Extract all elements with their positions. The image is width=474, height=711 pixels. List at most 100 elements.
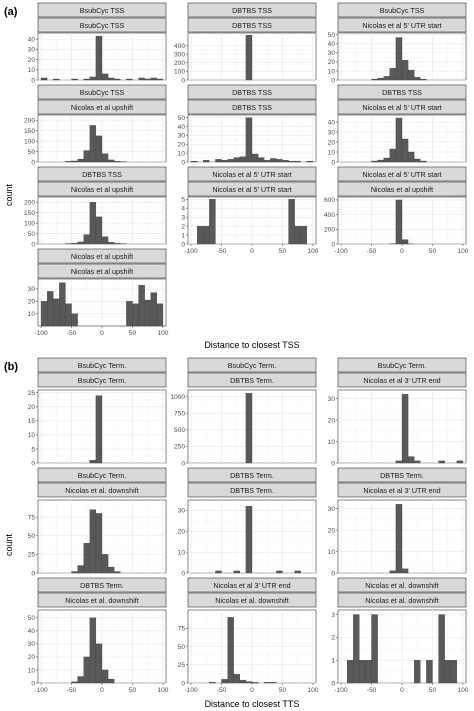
histogram-bar bbox=[150, 292, 158, 327]
histogram-bar bbox=[346, 660, 354, 684]
y-tick-label: 50 bbox=[28, 533, 36, 540]
histogram-bar bbox=[245, 35, 253, 81]
facet-strip bbox=[187, 372, 317, 388]
histogram-bar bbox=[95, 513, 103, 574]
y-tick-label: 30 bbox=[328, 50, 336, 57]
facet-strip bbox=[37, 2, 167, 18]
histogram-bar bbox=[138, 285, 145, 327]
y-tick-label: 3 bbox=[331, 612, 335, 619]
y-tick-label: 10 bbox=[178, 549, 186, 556]
y-tick-label: 4 bbox=[181, 205, 185, 212]
facet-strip-label: DBTBS Term. bbox=[230, 376, 274, 385]
histogram-bar bbox=[239, 679, 247, 684]
histogram-bar bbox=[101, 669, 109, 684]
facet-strip bbox=[37, 248, 167, 264]
y-tick-label: 5 bbox=[181, 197, 185, 204]
y-axis-title-a: count bbox=[4, 183, 14, 206]
histogram-bar bbox=[233, 674, 240, 684]
y-tick-label: 50 bbox=[28, 231, 36, 238]
section-a-label: (a) bbox=[4, 6, 18, 18]
facet-strip bbox=[37, 181, 167, 197]
section-b-label: (b) bbox=[4, 361, 18, 373]
facet-strip-label: BsubCyc Term. bbox=[228, 361, 277, 370]
x-tick-label: 0 bbox=[100, 687, 104, 694]
x-tick-label: 0 bbox=[250, 248, 254, 255]
y-tick-label: 10 bbox=[28, 432, 36, 439]
x-tick-label: 0 bbox=[100, 330, 104, 337]
facet-strip-label: Nicolas et al. downshift bbox=[215, 596, 289, 605]
histogram-bar bbox=[53, 78, 60, 81]
y-tick-label: 0 bbox=[181, 241, 185, 248]
y-tick-label: 400 bbox=[174, 43, 185, 50]
y-tick-label: 10 bbox=[28, 67, 36, 74]
y-tick-label: 1 bbox=[181, 232, 185, 239]
histogram-bar bbox=[401, 59, 409, 81]
histogram-bar bbox=[83, 78, 90, 81]
histogram-bar bbox=[101, 153, 109, 163]
x-tick-label: 50 bbox=[129, 687, 137, 694]
histogram-bar bbox=[107, 566, 115, 574]
facet-panel: DBTBS Term. Nicolas et al. downshift 0 10 20… bbox=[28, 577, 169, 694]
facet-strip bbox=[37, 467, 167, 483]
y-tick-label: 30 bbox=[178, 133, 186, 140]
y-tick-label: 30 bbox=[328, 506, 336, 513]
y-tick-label: 40 bbox=[328, 119, 336, 126]
facet-strip bbox=[337, 577, 467, 593]
facet-strip-label: Nicolas et al upshift bbox=[71, 267, 133, 276]
x-tick-label: -50 bbox=[217, 248, 227, 255]
y-tick-label: 0 bbox=[31, 460, 35, 467]
histogram-bar bbox=[83, 543, 90, 574]
y-tick-label: 50 bbox=[28, 615, 36, 622]
histogram-bar bbox=[251, 153, 259, 163]
facet-strip bbox=[337, 99, 467, 115]
y-axis-title-b: count bbox=[4, 533, 14, 556]
y-tick-label: 40 bbox=[178, 124, 186, 131]
histogram-bar bbox=[89, 617, 97, 684]
y-tick-label: 0 bbox=[181, 460, 185, 467]
x-tick-label: 100 bbox=[157, 687, 168, 694]
x-tick-label: -50 bbox=[367, 248, 377, 255]
histogram-bar bbox=[209, 682, 216, 684]
facet-panel: BsubCyc Term. BsubCyc Term. 0 5 10 15 20 25 bbox=[28, 357, 167, 467]
y-tick-label: 600 bbox=[324, 197, 335, 204]
histogram-bar bbox=[209, 199, 216, 245]
y-tick-label: 150 bbox=[24, 128, 35, 135]
y-tick-label: 15 bbox=[28, 418, 36, 425]
y-tick-label: 20 bbox=[328, 139, 336, 146]
histogram-bar bbox=[245, 681, 253, 684]
facet-strip-label: Nicolas et al. downshift bbox=[365, 596, 439, 605]
y-tick-label: 50 bbox=[178, 644, 186, 651]
y-tick-label: 100 bbox=[174, 69, 185, 76]
histogram-bar bbox=[251, 682, 259, 684]
histogram-bar bbox=[420, 78, 427, 81]
x-tick-label: 0 bbox=[400, 248, 404, 255]
y-tick-label: 750 bbox=[174, 411, 185, 418]
y-tick-label: 50 bbox=[178, 115, 186, 122]
facet-strip-label: Nicolas et al. downshift bbox=[65, 486, 139, 495]
y-tick-label: 10 bbox=[328, 68, 336, 75]
histogram-bar bbox=[276, 159, 283, 163]
facet-strip bbox=[337, 482, 467, 498]
histogram-bar bbox=[71, 571, 78, 574]
histogram-bar bbox=[221, 160, 228, 163]
histogram-bar bbox=[190, 160, 198, 163]
histogram-bar bbox=[77, 565, 84, 574]
histogram-bar bbox=[114, 571, 121, 574]
facet-panel: BsubCyc Term. Nicolas et al 3' UTR end 0 10… bbox=[328, 357, 467, 467]
y-tick-label: 0 bbox=[31, 241, 35, 248]
facet-strip-label: DBTBS TSS bbox=[232, 6, 272, 15]
facet-panel: Nicolas et al 3' UTR end Nicolas et al. d… bbox=[178, 577, 319, 694]
facet-strip bbox=[337, 592, 467, 608]
facet-strip bbox=[187, 2, 317, 18]
histogram-bar bbox=[395, 504, 403, 574]
facet-strip-label: BsubCyc Term. bbox=[78, 361, 127, 370]
histogram-bar bbox=[101, 73, 109, 81]
histogram-bar bbox=[71, 681, 78, 684]
histogram-bar bbox=[71, 313, 78, 327]
y-tick-label: 75 bbox=[178, 626, 186, 633]
histogram-bar bbox=[114, 161, 121, 163]
y-tick-label: 0 bbox=[331, 570, 335, 577]
facet-strip-label: DBTBS Term. bbox=[230, 471, 274, 480]
histogram-bar bbox=[150, 77, 158, 81]
facet-strip bbox=[37, 99, 167, 115]
